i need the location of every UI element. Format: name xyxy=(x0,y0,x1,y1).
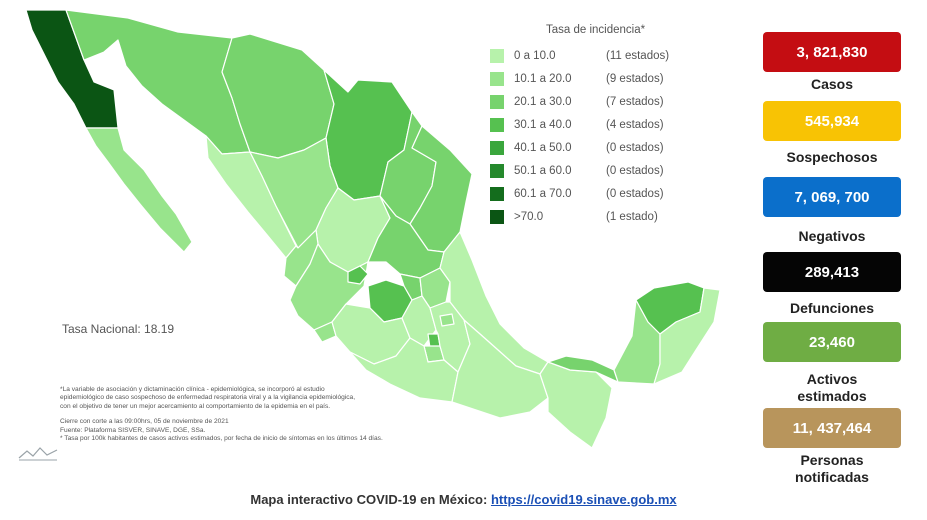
legend-swatch xyxy=(490,187,504,201)
legend-count: (0 estados) xyxy=(606,188,664,200)
legend-swatch xyxy=(490,210,504,224)
legend-item: 50.1 a 60.0 (0 estados) xyxy=(490,163,664,179)
legend-count: (9 estados) xyxy=(606,73,664,85)
negativos-value-box: 7, 069, 700 xyxy=(763,177,901,217)
footer: Mapa interactivo COVID-19 en México: htt… xyxy=(0,492,927,507)
legend-range: 50.1 a 60.0 xyxy=(514,165,572,177)
state-quintana-roo[interactable] xyxy=(653,287,721,385)
covid-map-link[interactable]: https://covid19.sinave.gob.mx xyxy=(490,492,677,507)
state-baja-california-sur[interactable] xyxy=(85,127,193,253)
legend-item: 40.1 a 50.0 (0 estados) xyxy=(490,140,664,156)
legend-range: 60.1 a 70.0 xyxy=(514,188,572,200)
notificadas-value-box: 11, 437,464 xyxy=(763,408,901,448)
legend-swatch xyxy=(490,164,504,178)
footnote-line: Cierre con corte a las 09:00hrs, 05 de n… xyxy=(60,418,229,426)
legend-item: 30.1 a 40.0 (4 estados) xyxy=(490,117,664,133)
footnote-line: con el objetivo de tener un mejor acerca… xyxy=(60,402,331,410)
legend-item: 20.1 a 30.0 (7 estados) xyxy=(490,94,664,110)
legend-range: 0 a 10.0 xyxy=(514,50,556,62)
legend-swatch xyxy=(490,141,504,155)
notificadas-label: Personas notificadas xyxy=(795,452,869,485)
legend-swatch xyxy=(490,95,504,109)
legend-count: (7 estados) xyxy=(606,96,664,108)
legend-range: 10.1 a 20.0 xyxy=(514,73,572,85)
legend-count: (4 estados) xyxy=(606,119,664,131)
legend-range: 30.1 a 40.0 xyxy=(514,119,572,131)
legend-item: 0 a 10.0 (11 estados) xyxy=(490,48,669,64)
legend-count: (11 estados) xyxy=(606,50,670,62)
legend-item: 10.1 a 20.0 (9 estados) xyxy=(490,71,664,87)
legend-range: >70.0 xyxy=(514,211,544,223)
defunciones-label: Defunciones xyxy=(789,300,874,316)
state-guerrero[interactable] xyxy=(349,337,459,403)
national-rate: Tasa Nacional: 18.19 xyxy=(62,322,175,336)
legend-count: (1 estado) xyxy=(606,211,658,223)
state-jalisco[interactable] xyxy=(289,243,369,331)
negativos-label: Negativos xyxy=(798,228,866,244)
legend-swatch xyxy=(490,49,504,63)
legend-swatch xyxy=(490,72,504,86)
legend-range: 40.1 a 50.0 xyxy=(514,142,572,154)
state-tlaxcala[interactable] xyxy=(439,313,455,327)
footnote-line: Fuente: Plataforma SISVER, SINAVE, DGE, … xyxy=(60,426,206,434)
footnote-line: * Tasa por 100k habitantes de casos acti… xyxy=(60,435,383,443)
legend-range: 20.1 a 30.0 xyxy=(514,96,572,108)
sospechosos-label: Sospechosos xyxy=(786,149,878,165)
legend-item: >70.0 (1 estado) xyxy=(490,209,658,225)
legend-count: (0 estados) xyxy=(606,142,664,154)
footnote-line: *La variable de asociación y dictaminaci… xyxy=(60,386,325,393)
footer-text: Mapa interactivo COVID-19 en México: xyxy=(250,492,488,507)
defunciones-value-box: 289,413 xyxy=(763,252,901,292)
casos-value-box: 3, 821,830 xyxy=(763,32,901,72)
footnote-line: epidemiológico de caso sospechoso de enf… xyxy=(60,394,356,402)
casos-label: Casos xyxy=(810,76,854,92)
legend-item: 60.1 a 70.0 (0 estados) xyxy=(490,186,664,202)
activos-label: Activos estimados xyxy=(797,371,867,404)
legend-count: (0 estados) xyxy=(606,165,664,177)
footnotes: *La variable de asociación y dictaminaci… xyxy=(60,386,460,443)
sinave-logo-icon xyxy=(18,447,58,461)
state-aguascalientes[interactable] xyxy=(347,265,369,285)
legend-title: Tasa de incidencia* xyxy=(546,24,646,36)
activos-value-box: 23,460 xyxy=(763,322,901,362)
sospechosos-value-box: 545,934 xyxy=(763,101,901,141)
legend-swatch xyxy=(490,118,504,132)
